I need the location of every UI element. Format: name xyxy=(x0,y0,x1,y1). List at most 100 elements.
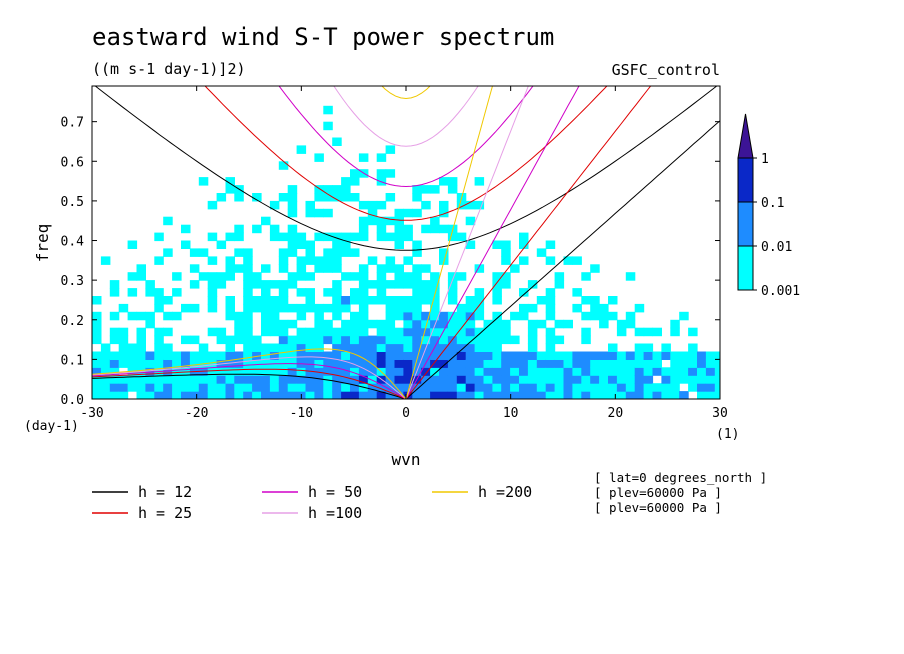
power-cell xyxy=(492,280,502,289)
power-cell xyxy=(92,391,102,399)
power-cell xyxy=(225,177,235,186)
power-cell xyxy=(697,351,707,360)
power-cell xyxy=(287,280,298,289)
power-cell xyxy=(376,343,387,352)
power-cell xyxy=(385,343,396,352)
power-cell xyxy=(688,375,698,384)
power-cell xyxy=(652,351,662,360)
power-cell xyxy=(625,391,636,399)
power-cell xyxy=(483,359,493,368)
power-cell xyxy=(705,351,716,360)
power-cell xyxy=(261,296,271,305)
power-cell xyxy=(394,359,404,368)
gravity-wave-curve xyxy=(94,86,718,251)
power-cell xyxy=(536,319,547,329)
power-cell xyxy=(447,288,458,297)
power-cell xyxy=(350,359,360,368)
power-cell xyxy=(154,351,164,360)
power-cell xyxy=(367,367,378,376)
power-cell xyxy=(261,303,271,313)
power-cell xyxy=(109,367,120,376)
power-cell xyxy=(118,391,129,399)
power-cell xyxy=(430,280,440,289)
power-cell xyxy=(474,311,485,321)
power-cell xyxy=(225,264,235,273)
power-cell xyxy=(350,343,360,352)
power-cell xyxy=(358,303,369,313)
legend-label: h = 12 xyxy=(138,483,192,501)
power-cell xyxy=(154,359,164,368)
power-cell xyxy=(599,303,609,313)
power-cell xyxy=(358,343,369,352)
power-cell xyxy=(590,375,600,384)
power-cell xyxy=(608,311,618,321)
power-cell xyxy=(367,351,378,360)
power-cell xyxy=(430,272,440,281)
power-cell xyxy=(501,272,511,281)
power-cell xyxy=(154,335,164,345)
power-cell xyxy=(705,375,716,384)
power-cell xyxy=(261,264,271,273)
power-cell xyxy=(127,288,138,297)
power-cell xyxy=(394,375,404,384)
power-cell xyxy=(341,383,351,392)
power-cell xyxy=(358,359,369,368)
power-cell xyxy=(439,224,449,234)
power-cell xyxy=(207,351,218,360)
power-cell xyxy=(527,319,538,329)
power-cell xyxy=(510,383,520,392)
power-cell xyxy=(163,343,173,352)
power-cell xyxy=(314,264,324,273)
power-cell xyxy=(350,311,360,321)
power-cell xyxy=(430,375,440,384)
power-cell xyxy=(465,200,476,210)
power-cell xyxy=(403,303,413,313)
power-cell xyxy=(385,256,396,265)
power-cell xyxy=(314,193,324,202)
power-cell xyxy=(661,391,671,399)
power-cell xyxy=(608,383,618,392)
power-cell xyxy=(296,264,307,273)
power-cell xyxy=(510,335,520,345)
power-cell xyxy=(296,375,307,384)
power-cell xyxy=(109,375,120,384)
power-cell xyxy=(109,311,120,321)
power-cell xyxy=(163,351,173,360)
power-cell xyxy=(412,193,422,202)
power-cell xyxy=(100,359,111,368)
power-cell xyxy=(394,272,404,281)
power-cell xyxy=(136,359,146,368)
power-cell xyxy=(243,343,253,352)
power-cell xyxy=(447,232,458,242)
power-cell xyxy=(287,240,298,249)
power-cell xyxy=(465,375,476,384)
colorbar-label: 1 xyxy=(761,152,769,167)
power-cell xyxy=(305,351,315,360)
power-cell xyxy=(198,383,209,392)
power-cell xyxy=(608,351,618,360)
power-cell xyxy=(519,256,529,265)
power-cell xyxy=(109,383,120,392)
power-cell xyxy=(314,303,324,313)
power-cell xyxy=(447,311,458,321)
power-cell xyxy=(118,343,129,352)
power-cell xyxy=(519,359,529,368)
power-cell xyxy=(332,303,342,313)
power-cell xyxy=(341,303,351,313)
power-cell xyxy=(341,177,351,186)
power-cell xyxy=(278,391,289,399)
power-cell xyxy=(358,232,369,242)
power-cell xyxy=(207,303,218,313)
power-cell xyxy=(599,359,609,368)
power-cell xyxy=(572,375,582,384)
power-cell xyxy=(421,224,431,234)
power-cell xyxy=(287,343,298,352)
power-cell xyxy=(287,224,298,234)
power-cell xyxy=(412,351,422,360)
power-cell xyxy=(323,248,333,257)
power-cell xyxy=(278,351,289,360)
power-cell xyxy=(172,367,182,376)
power-cell xyxy=(252,272,262,281)
power-cell xyxy=(172,351,182,360)
power-cell xyxy=(216,280,227,289)
